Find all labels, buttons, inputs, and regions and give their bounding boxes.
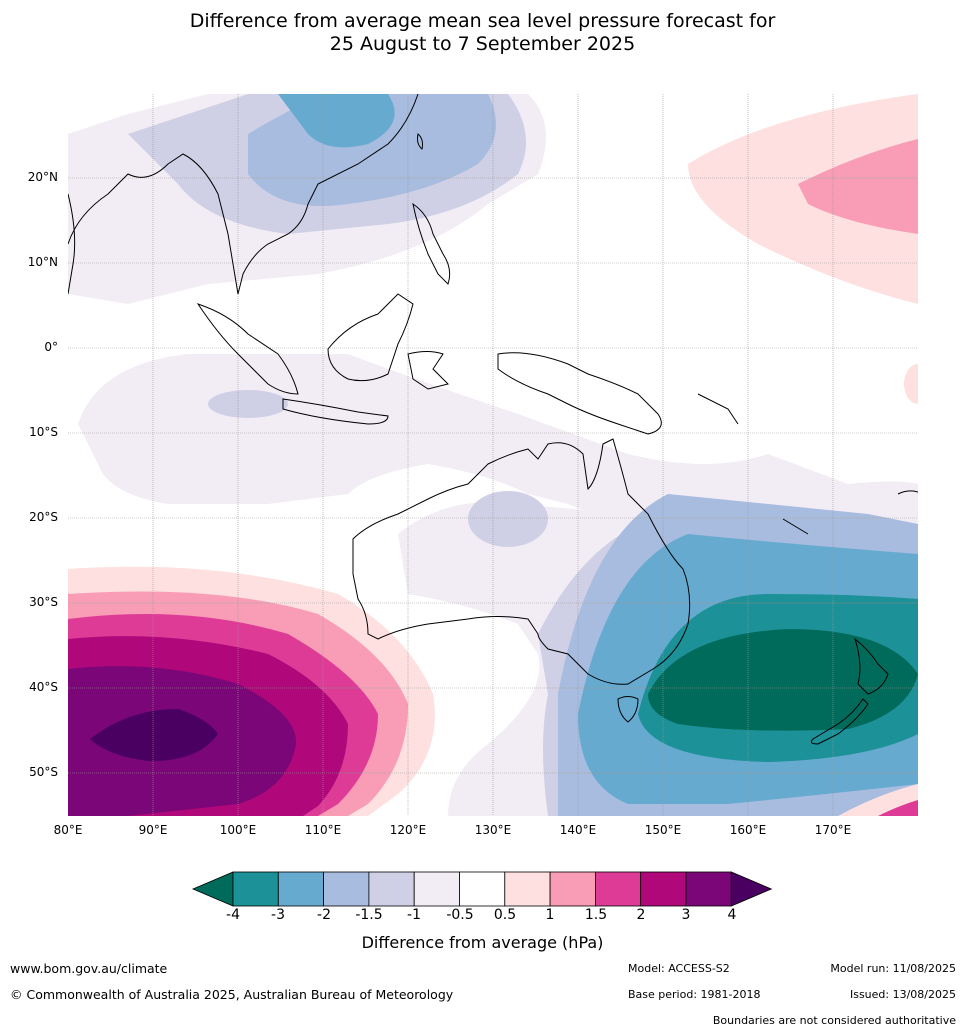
lat-label-40s: 40°S <box>29 680 58 694</box>
colorbar-segment <box>413 871 460 907</box>
colorbar-label: Difference from average (hPa) <box>361 933 604 952</box>
colorbar-segment <box>277 871 325 907</box>
colorbar-segment <box>232 871 279 907</box>
colorbar-tick: 4 <box>727 907 737 923</box>
lat-label-10s: 10°S <box>29 425 58 439</box>
coastline-nz-north <box>854 637 889 695</box>
anomaly-region-dark-teal <box>648 629 918 731</box>
colorbar-segment <box>640 871 687 907</box>
lon-label-170e: 170°E <box>814 823 852 837</box>
colorbar-segment <box>368 871 415 907</box>
lat-label-20n: 20°N <box>27 170 58 184</box>
lon-label-140e: 140°E <box>559 823 597 837</box>
lon-label-100e: 100°E <box>219 823 257 837</box>
colorbar-tick: -0.5 <box>446 907 474 923</box>
colorbar-tick: 3 <box>681 907 691 923</box>
colorbar-segment <box>549 871 596 907</box>
lat-label-30s: 30°S <box>29 595 58 609</box>
lon-label-110e: 110°E <box>304 823 342 837</box>
anomaly-region-light-blue-java <box>208 390 288 418</box>
footer-website[interactable]: www.bom.gov.au/climate <box>10 961 168 976</box>
colorbar-tick: -3 <box>271 907 285 923</box>
footer-model: Model: ACCESS-S2 <box>628 962 730 975</box>
title-line-1: Difference from average mean sea level p… <box>189 10 776 32</box>
colorbar-segment <box>323 871 370 907</box>
lon-label-150e: 150°E <box>644 823 682 837</box>
lat-label-20s: 20°S <box>29 510 58 524</box>
coastline-java <box>282 398 389 425</box>
lon-label-80e: 80°E <box>53 823 83 837</box>
footer-copyright: © Commonwealth of Australia 2025, Austra… <box>10 987 454 1002</box>
coastline-sumatra <box>196 303 299 395</box>
coastline-taiwan <box>417 133 423 150</box>
footer-issued: Issued: 13/08/2025 <box>849 988 956 1001</box>
coastline-australia <box>352 438 691 685</box>
coastline-tasmania <box>617 696 639 723</box>
colorbar-arrow-low <box>191 871 234 907</box>
colorbar-tick: -1.5 <box>355 907 383 923</box>
anomaly-region-magenta-se <box>878 800 918 816</box>
colorbar-tick: -1 <box>407 907 421 923</box>
colorbar-tick: -2 <box>317 907 331 923</box>
colorbar-tick: -4 <box>226 907 240 923</box>
anomaly-region-mid-blue-north <box>278 94 395 148</box>
lat-label-0: 0° <box>44 340 58 354</box>
coastline-asia <box>68 94 419 295</box>
anomaly-region-light-blue-wa <box>468 491 548 547</box>
graticule <box>68 94 918 816</box>
anomaly-region-pink-light-ne <box>688 94 918 304</box>
colorbar-segment <box>685 871 732 907</box>
anomaly-region-pink-light-east <box>904 364 918 404</box>
title-line-2: 25 August to 7 September 2025 <box>329 33 636 55</box>
coastlines <box>68 94 918 745</box>
lat-label-10n: 10°N <box>27 255 58 269</box>
pressure-anomaly-map <box>68 94 918 816</box>
colorbar-arrow-high <box>730 871 773 907</box>
anomaly-region-dark-purple-sw <box>90 709 218 762</box>
coastline-india <box>68 193 76 295</box>
colorbar-tick: 1.5 <box>584 907 608 923</box>
lon-label-160e: 160°E <box>729 823 767 837</box>
colorbar-tick: 1 <box>545 907 555 923</box>
colorbar-tick: 0.5 <box>493 907 517 923</box>
coastline-borneo <box>327 293 414 382</box>
footer-base-period: Base period: 1981-2018 <box>628 988 761 1001</box>
colorbar-segment <box>459 871 506 907</box>
colorbar-segments <box>191 871 773 907</box>
colorbar-segment <box>504 871 551 907</box>
coastline-nz-south <box>810 698 869 745</box>
colorbar-tick: 2 <box>636 907 646 923</box>
coastline-new-guinea <box>497 352 662 435</box>
coastline-sulawesi <box>407 351 449 390</box>
chart-title: Difference from average mean sea level p… <box>0 10 965 56</box>
colorbar-segment <box>594 871 642 907</box>
anomaly-region-pink-ne <box>798 139 918 234</box>
coastline-philippines <box>412 202 451 285</box>
lon-label-90e: 90°E <box>138 823 168 837</box>
coastline-fiji <box>897 490 918 495</box>
coastline-new-caledonia <box>782 518 809 535</box>
footer-model-run: Model run: 11/08/2025 <box>830 962 956 975</box>
colorbar <box>191 871 773 907</box>
coastline-solomon <box>697 393 739 425</box>
lon-label-120e: 120°E <box>389 823 427 837</box>
footer-boundaries: Boundaries are not considered authoritat… <box>712 1014 956 1027</box>
lon-label-130e: 130°E <box>474 823 512 837</box>
lat-label-50s: 50°S <box>29 765 58 779</box>
